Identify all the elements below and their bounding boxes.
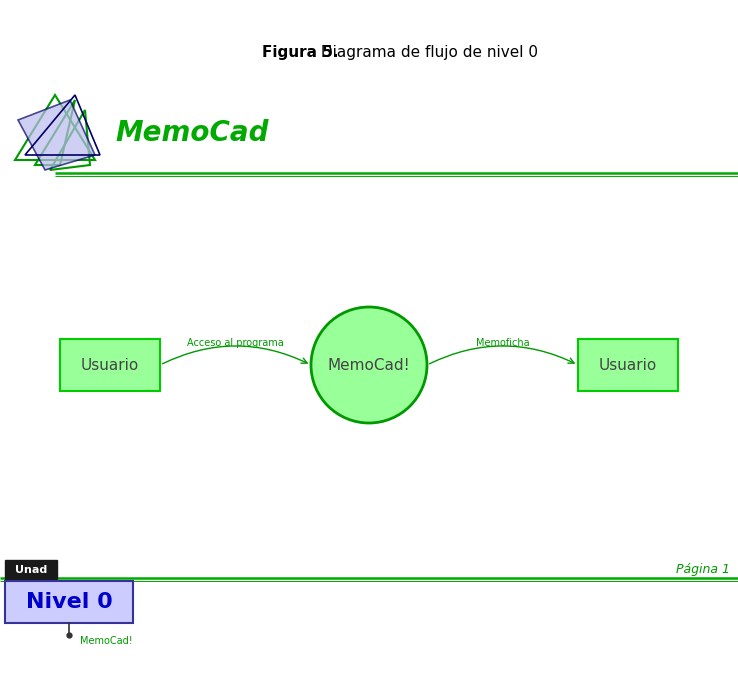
FancyArrowPatch shape [430,346,574,364]
Text: MemoCad!: MemoCad! [328,357,410,372]
Text: Usuario: Usuario [599,357,657,372]
Text: Memoficha: Memoficha [476,338,529,348]
Text: MemoCad: MemoCad [115,119,269,147]
Circle shape [311,307,427,423]
Text: MemoCad!: MemoCad! [80,636,133,646]
FancyBboxPatch shape [60,339,160,391]
Text: Página 1: Página 1 [676,563,730,576]
FancyBboxPatch shape [578,339,678,391]
Text: Figura 5.: Figura 5. [262,44,339,59]
Text: Unad: Unad [15,565,47,575]
Text: Nivel 0: Nivel 0 [26,592,112,612]
FancyBboxPatch shape [5,581,133,623]
Text: Diagrama de flujo de nivel 0: Diagrama de flujo de nivel 0 [316,44,538,59]
Text: Acceso al programa: Acceso al programa [187,338,284,348]
Polygon shape [18,100,95,170]
FancyBboxPatch shape [5,560,57,579]
FancyArrowPatch shape [162,346,307,364]
Text: Usuario: Usuario [81,357,139,372]
